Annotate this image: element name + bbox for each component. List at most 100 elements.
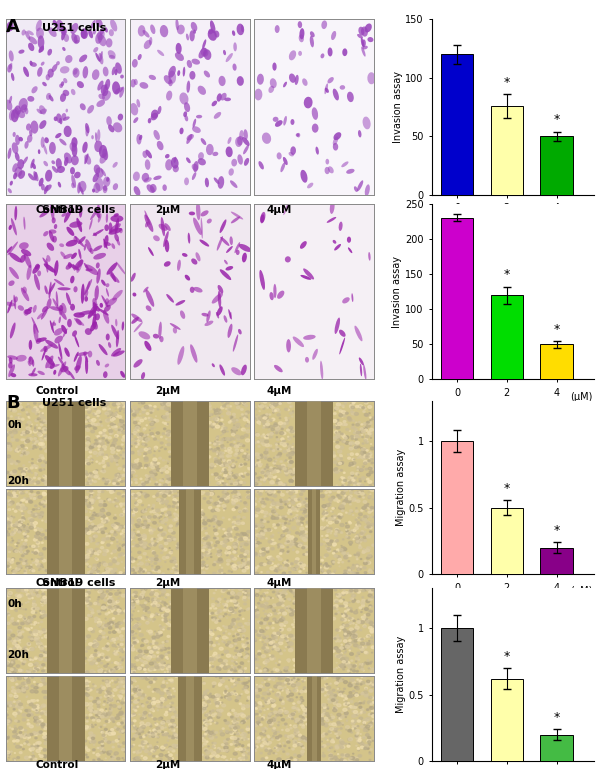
Circle shape [343, 421, 346, 422]
Ellipse shape [71, 143, 77, 157]
Circle shape [367, 424, 370, 427]
Circle shape [137, 531, 139, 533]
Circle shape [260, 511, 264, 513]
Circle shape [279, 523, 280, 524]
Ellipse shape [144, 40, 152, 49]
Circle shape [98, 438, 100, 439]
Circle shape [346, 512, 347, 513]
Circle shape [334, 461, 337, 464]
Circle shape [106, 657, 107, 658]
Circle shape [234, 567, 235, 568]
Circle shape [117, 714, 120, 716]
Circle shape [130, 435, 133, 438]
Circle shape [100, 726, 102, 727]
Circle shape [99, 504, 103, 506]
Circle shape [361, 454, 363, 455]
Circle shape [233, 636, 235, 637]
Circle shape [34, 529, 37, 531]
Ellipse shape [145, 210, 151, 225]
Circle shape [326, 719, 329, 721]
Circle shape [25, 570, 27, 571]
Circle shape [86, 685, 89, 687]
Circle shape [268, 478, 271, 480]
Circle shape [245, 676, 248, 677]
Circle shape [106, 571, 109, 573]
Circle shape [149, 651, 153, 654]
Ellipse shape [299, 28, 304, 39]
Circle shape [122, 660, 123, 661]
Circle shape [241, 566, 245, 569]
Circle shape [105, 402, 109, 405]
Circle shape [133, 465, 137, 468]
Circle shape [218, 481, 221, 484]
Circle shape [209, 639, 211, 641]
Ellipse shape [97, 100, 105, 107]
Circle shape [211, 492, 214, 495]
Circle shape [200, 553, 203, 554]
Circle shape [41, 445, 45, 448]
Ellipse shape [57, 166, 65, 173]
Circle shape [20, 604, 22, 605]
Circle shape [282, 572, 286, 574]
Circle shape [154, 570, 157, 572]
Circle shape [142, 534, 146, 537]
Circle shape [26, 709, 31, 712]
Circle shape [100, 524, 104, 527]
Ellipse shape [5, 23, 11, 33]
Circle shape [123, 503, 126, 505]
Circle shape [26, 679, 30, 681]
Circle shape [365, 454, 369, 457]
Circle shape [19, 631, 20, 632]
Circle shape [348, 684, 352, 687]
Ellipse shape [59, 84, 63, 88]
Circle shape [340, 505, 343, 508]
Circle shape [206, 532, 207, 533]
Circle shape [238, 538, 240, 539]
Circle shape [342, 615, 345, 617]
Circle shape [96, 441, 100, 444]
Circle shape [206, 536, 209, 538]
Circle shape [351, 694, 354, 697]
Circle shape [272, 638, 275, 640]
Circle shape [263, 414, 266, 417]
Circle shape [228, 450, 230, 451]
Circle shape [281, 464, 285, 467]
Circle shape [34, 667, 37, 669]
Circle shape [207, 501, 211, 504]
Circle shape [243, 590, 245, 592]
Circle shape [355, 492, 356, 493]
Circle shape [242, 638, 244, 640]
Circle shape [134, 494, 137, 497]
Circle shape [124, 619, 127, 622]
Circle shape [368, 741, 371, 743]
Circle shape [130, 618, 133, 621]
Circle shape [36, 742, 40, 744]
Circle shape [141, 748, 144, 750]
Circle shape [137, 518, 142, 521]
Circle shape [346, 645, 350, 648]
Ellipse shape [262, 132, 271, 144]
Circle shape [169, 746, 172, 748]
Circle shape [283, 613, 284, 614]
Circle shape [214, 411, 218, 414]
Circle shape [344, 655, 346, 657]
Circle shape [19, 608, 22, 609]
Circle shape [348, 476, 352, 479]
Ellipse shape [52, 160, 55, 165]
Ellipse shape [108, 125, 115, 132]
Circle shape [121, 428, 124, 430]
Circle shape [349, 541, 352, 544]
Circle shape [370, 707, 374, 709]
Circle shape [22, 519, 23, 520]
Circle shape [359, 738, 361, 740]
Circle shape [6, 631, 8, 632]
Circle shape [40, 647, 43, 650]
Circle shape [139, 435, 142, 437]
Circle shape [164, 508, 167, 510]
Circle shape [14, 549, 17, 551]
Circle shape [290, 461, 293, 463]
Circle shape [34, 667, 37, 670]
Circle shape [107, 490, 109, 491]
Circle shape [355, 589, 358, 592]
Circle shape [321, 734, 325, 737]
